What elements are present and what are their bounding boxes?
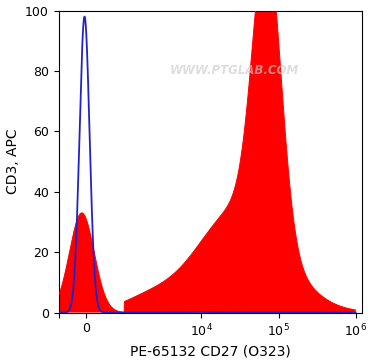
X-axis label: PE-65132 CD27 (O323): PE-65132 CD27 (O323) <box>130 344 291 359</box>
Y-axis label: CD3, APC: CD3, APC <box>6 129 19 194</box>
Text: WWW.PTGLAB.COM: WWW.PTGLAB.COM <box>170 64 299 78</box>
